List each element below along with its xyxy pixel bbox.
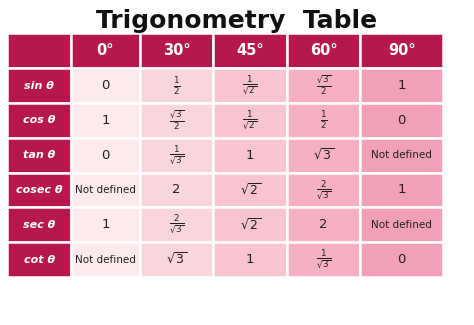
- Bar: [7, 242, 71, 277]
- Bar: [287, 207, 360, 242]
- Text: 1: 1: [246, 253, 254, 266]
- Bar: [360, 207, 443, 242]
- Text: 1: 1: [101, 114, 109, 127]
- Text: sin θ: sin θ: [24, 81, 54, 91]
- Bar: [213, 207, 287, 242]
- Bar: [287, 138, 360, 173]
- Text: Not defined: Not defined: [75, 254, 136, 265]
- Bar: [360, 103, 443, 138]
- Text: $\sqrt{2}$: $\sqrt{2}$: [239, 182, 261, 198]
- Text: Not defined: Not defined: [371, 220, 432, 230]
- Text: cot θ: cot θ: [24, 254, 55, 265]
- Bar: [360, 138, 443, 173]
- Bar: [213, 173, 287, 207]
- Text: Trigonometry  Table: Trigonometry Table: [96, 9, 378, 33]
- Bar: [213, 68, 287, 103]
- Text: $\sqrt{3}$: $\sqrt{3}$: [166, 252, 187, 267]
- Text: 2: 2: [173, 183, 181, 196]
- Bar: [7, 103, 71, 138]
- Bar: [71, 33, 140, 68]
- Bar: [287, 242, 360, 277]
- Bar: [71, 173, 140, 207]
- Text: 30°: 30°: [163, 43, 191, 58]
- Text: 1: 1: [246, 149, 254, 162]
- Text: $\sqrt{2}$: $\sqrt{2}$: [239, 217, 261, 232]
- Text: $\frac{\sqrt{3}}{2}$: $\frac{\sqrt{3}}{2}$: [169, 109, 184, 132]
- Bar: [71, 207, 140, 242]
- Text: 1: 1: [398, 183, 406, 196]
- Bar: [140, 138, 213, 173]
- Text: 60°: 60°: [310, 43, 337, 58]
- Text: sec θ: sec θ: [23, 220, 55, 230]
- Text: $\frac{1}{2}$: $\frac{1}{2}$: [173, 75, 180, 97]
- Text: 0: 0: [101, 149, 109, 162]
- Text: Not defined: Not defined: [75, 185, 136, 195]
- Bar: [7, 173, 71, 207]
- Bar: [287, 173, 360, 207]
- Bar: [140, 207, 213, 242]
- Bar: [140, 33, 213, 68]
- Bar: [7, 33, 71, 68]
- Bar: [7, 138, 71, 173]
- Text: 1: 1: [398, 79, 406, 92]
- Bar: [360, 68, 443, 103]
- Text: $\frac{2}{\sqrt{3}}$: $\frac{2}{\sqrt{3}}$: [316, 178, 331, 202]
- Bar: [140, 103, 213, 138]
- Text: $\frac{1}{\sqrt{3}}$: $\frac{1}{\sqrt{3}}$: [316, 248, 331, 271]
- Bar: [213, 103, 287, 138]
- Bar: [140, 68, 213, 103]
- Text: $\frac{\sqrt{3}}{2}$: $\frac{\sqrt{3}}{2}$: [316, 74, 331, 97]
- Bar: [287, 103, 360, 138]
- Text: $\frac{1}{2}$: $\frac{1}{2}$: [320, 110, 327, 131]
- Text: Not defined: Not defined: [371, 150, 432, 160]
- Text: 0: 0: [101, 79, 109, 92]
- Bar: [360, 242, 443, 277]
- Bar: [71, 68, 140, 103]
- Text: 1: 1: [101, 218, 109, 231]
- Text: $\sqrt{3}$: $\sqrt{3}$: [313, 148, 334, 163]
- Bar: [360, 33, 443, 68]
- Text: cos θ: cos θ: [23, 115, 55, 125]
- Bar: [140, 173, 213, 207]
- Bar: [140, 242, 213, 277]
- Bar: [71, 138, 140, 173]
- Text: 0°: 0°: [97, 43, 114, 58]
- Text: cosec θ: cosec θ: [16, 185, 63, 195]
- Text: 0: 0: [398, 253, 406, 266]
- Bar: [7, 68, 71, 103]
- Text: $\frac{1}{\sqrt{2}}$: $\frac{1}{\sqrt{2}}$: [242, 74, 258, 97]
- Bar: [287, 68, 360, 103]
- Text: tan θ: tan θ: [23, 150, 55, 160]
- Text: 0: 0: [398, 114, 406, 127]
- Bar: [71, 103, 140, 138]
- Bar: [213, 138, 287, 173]
- Bar: [360, 173, 443, 207]
- Bar: [287, 33, 360, 68]
- Text: 45°: 45°: [236, 43, 264, 58]
- Text: $\frac{1}{\sqrt{2}}$: $\frac{1}{\sqrt{2}}$: [242, 109, 258, 132]
- Text: $\frac{1}{\sqrt{3}}$: $\frac{1}{\sqrt{3}}$: [169, 144, 184, 167]
- Bar: [213, 242, 287, 277]
- Bar: [7, 207, 71, 242]
- Text: 90°: 90°: [388, 43, 416, 58]
- Text: 2: 2: [319, 218, 328, 231]
- Bar: [71, 242, 140, 277]
- Bar: [213, 33, 287, 68]
- Text: $\frac{2}{\sqrt{3}}$: $\frac{2}{\sqrt{3}}$: [169, 213, 184, 236]
